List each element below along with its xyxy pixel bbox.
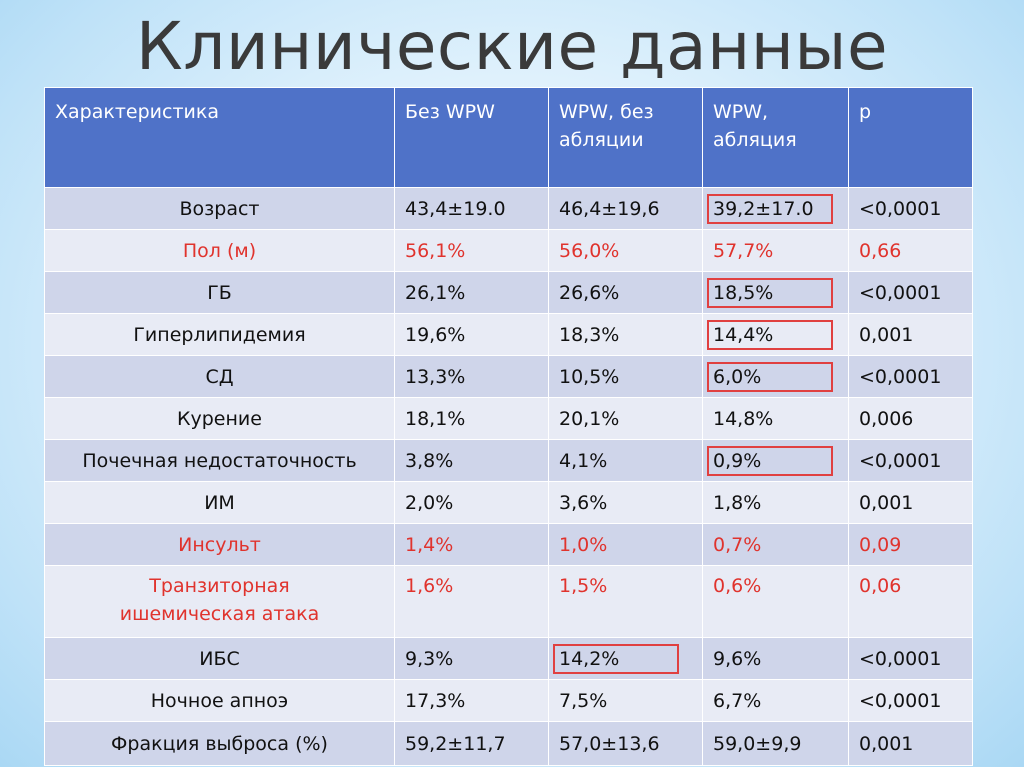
cell-p: 0,09 [848, 523, 973, 566]
table-row: Пол (м) 56,1% 56,0% 57,7% 0,66 [44, 229, 973, 272]
cell-no-wpw: 18,1% [394, 397, 549, 440]
cell-p: <0,0001 [848, 439, 973, 482]
highlight-box: 14,2% [553, 643, 679, 674]
table-row: СД 13,3% 10,5% 6,0% <0,0001 [44, 355, 973, 398]
table-row: ИБС 9,3% 14,2% 9,6% <0,0001 [44, 637, 973, 680]
row-name: Пол (м) [44, 229, 395, 272]
highlight-box: 39,2±17.0 [707, 193, 833, 224]
cell-wpw-no-ablation: 57,0±13,6 [548, 721, 703, 766]
cell-wpw-no-ablation: 20,1% [548, 397, 703, 440]
cell-p: <0,0001 [848, 271, 973, 314]
cell-wpw-no-ablation: 1,5% [548, 565, 703, 638]
cell-no-wpw: 13,3% [394, 355, 549, 398]
table-row: Транзиторная ишемическая атака 1,6% 1,5% … [44, 565, 973, 638]
header-wpw-no-ablation: WPW, без абляции [548, 87, 703, 188]
row-name: Гиперлипидемия [44, 313, 395, 356]
row-name: Ночное апноэ [44, 679, 395, 722]
highlight-box: 6,0% [707, 361, 833, 392]
cell-wpw-no-ablation: 3,6% [548, 481, 703, 524]
row-name: ГБ [44, 271, 395, 314]
table-row: Фракция выброса (%) 59,2±11,7 57,0±13,6 … [44, 721, 973, 766]
clinical-data-table: Характеристика Без WPW WPW, без абляции … [44, 87, 973, 766]
highlight-box: 0,9% [707, 445, 833, 476]
highlight-box: 14,4% [707, 319, 833, 350]
cell-p: <0,0001 [848, 637, 973, 680]
cell-wpw-no-ablation: 14,2% [548, 637, 703, 680]
cell-p: <0,0001 [848, 187, 973, 230]
cell-no-wpw: 19,6% [394, 313, 549, 356]
cell-p: 0,006 [848, 397, 973, 440]
cell-no-wpw: 2,0% [394, 481, 549, 524]
row-name: ИБС [44, 637, 395, 680]
table-row: Гиперлипидемия 19,6% 18,3% 14,4% 0,001 [44, 313, 973, 356]
row-name: Курение [44, 397, 395, 440]
row-name: Почечная недостаточность [44, 439, 395, 482]
cell-p: 0,001 [848, 721, 973, 766]
slide-title: Клинические данные [135, 8, 889, 85]
cell-wpw-no-ablation: 10,5% [548, 355, 703, 398]
header-wpw-ablation: WPW, абляция [702, 87, 849, 188]
cell-p: 0,001 [848, 481, 973, 524]
header-characteristic: Характеристика [44, 87, 395, 188]
row-name: Транзиторная ишемическая атака [44, 565, 395, 638]
table-row: ГБ 26,1% 26,6% 18,5% <0,0001 [44, 271, 973, 314]
cell-wpw-no-ablation: 18,3% [548, 313, 703, 356]
row-name: ИМ [44, 481, 395, 524]
cell-p: 0,001 [848, 313, 973, 356]
cell-wpw-ablation: 0,6% [702, 565, 849, 638]
cell-no-wpw: 9,3% [394, 637, 549, 680]
cell-wpw-ablation: 9,6% [702, 637, 849, 680]
cell-wpw-no-ablation: 46,4±19,6 [548, 187, 703, 230]
cell-no-wpw: 56,1% [394, 229, 549, 272]
row-name-line-2: ишемическая атака [119, 603, 320, 625]
cell-wpw-ablation: 6,0% [702, 355, 849, 398]
cell-p: <0,0001 [848, 679, 973, 722]
cell-wpw-no-ablation: 56,0% [548, 229, 703, 272]
table-row: Ночное апноэ 17,3% 7,5% 6,7% <0,0001 [44, 679, 973, 722]
row-name: Инсульт [44, 523, 395, 566]
cell-p: 0,06 [848, 565, 973, 638]
row-name: СД [44, 355, 395, 398]
cell-wpw-no-ablation: 4,1% [548, 439, 703, 482]
highlight-box: 18,5% [707, 277, 833, 308]
cell-wpw-ablation: 14,8% [702, 397, 849, 440]
cell-no-wpw: 26,1% [394, 271, 549, 314]
row-name: Фракция выброса (%) [44, 721, 395, 766]
table-row: Инсульт 1,4% 1,0% 0,7% 0,09 [44, 523, 973, 566]
cell-no-wpw: 59,2±11,7 [394, 721, 549, 766]
cell-wpw-ablation: 0,7% [702, 523, 849, 566]
table-row: Почечная недостаточность 3,8% 4,1% 0,9% … [44, 439, 973, 482]
cell-p: <0,0001 [848, 355, 973, 398]
cell-no-wpw: 17,3% [394, 679, 549, 722]
row-name: Возраст [44, 187, 395, 230]
cell-wpw-ablation: 14,4% [702, 313, 849, 356]
header-p: p [848, 87, 973, 188]
cell-wpw-ablation: 59,0±9,9 [702, 721, 849, 766]
cell-no-wpw: 1,6% [394, 565, 549, 638]
cell-wpw-ablation: 57,7% [702, 229, 849, 272]
table-row: Курение 18,1% 20,1% 14,8% 0,006 [44, 397, 973, 440]
cell-wpw-ablation: 1,8% [702, 481, 849, 524]
table-header-row: Характеристика Без WPW WPW, без абляции … [44, 87, 973, 188]
cell-p: 0,66 [848, 229, 973, 272]
table-row: ИМ 2,0% 3,6% 1,8% 0,001 [44, 481, 973, 524]
table-row: Возраст 43,4±19.0 46,4±19,6 39,2±17.0 <0… [44, 187, 973, 230]
cell-wpw-ablation: 0,9% [702, 439, 849, 482]
header-no-wpw: Без WPW [394, 87, 549, 188]
cell-wpw-no-ablation: 26,6% [548, 271, 703, 314]
cell-wpw-ablation: 39,2±17.0 [702, 187, 849, 230]
cell-wpw-ablation: 6,7% [702, 679, 849, 722]
cell-no-wpw: 1,4% [394, 523, 549, 566]
cell-no-wpw: 3,8% [394, 439, 549, 482]
cell-wpw-no-ablation: 7,5% [548, 679, 703, 722]
cell-wpw-no-ablation: 1,0% [548, 523, 703, 566]
cell-wpw-ablation: 18,5% [702, 271, 849, 314]
row-name-line-1: Транзиторная [149, 575, 290, 597]
cell-no-wpw: 43,4±19.0 [394, 187, 549, 230]
